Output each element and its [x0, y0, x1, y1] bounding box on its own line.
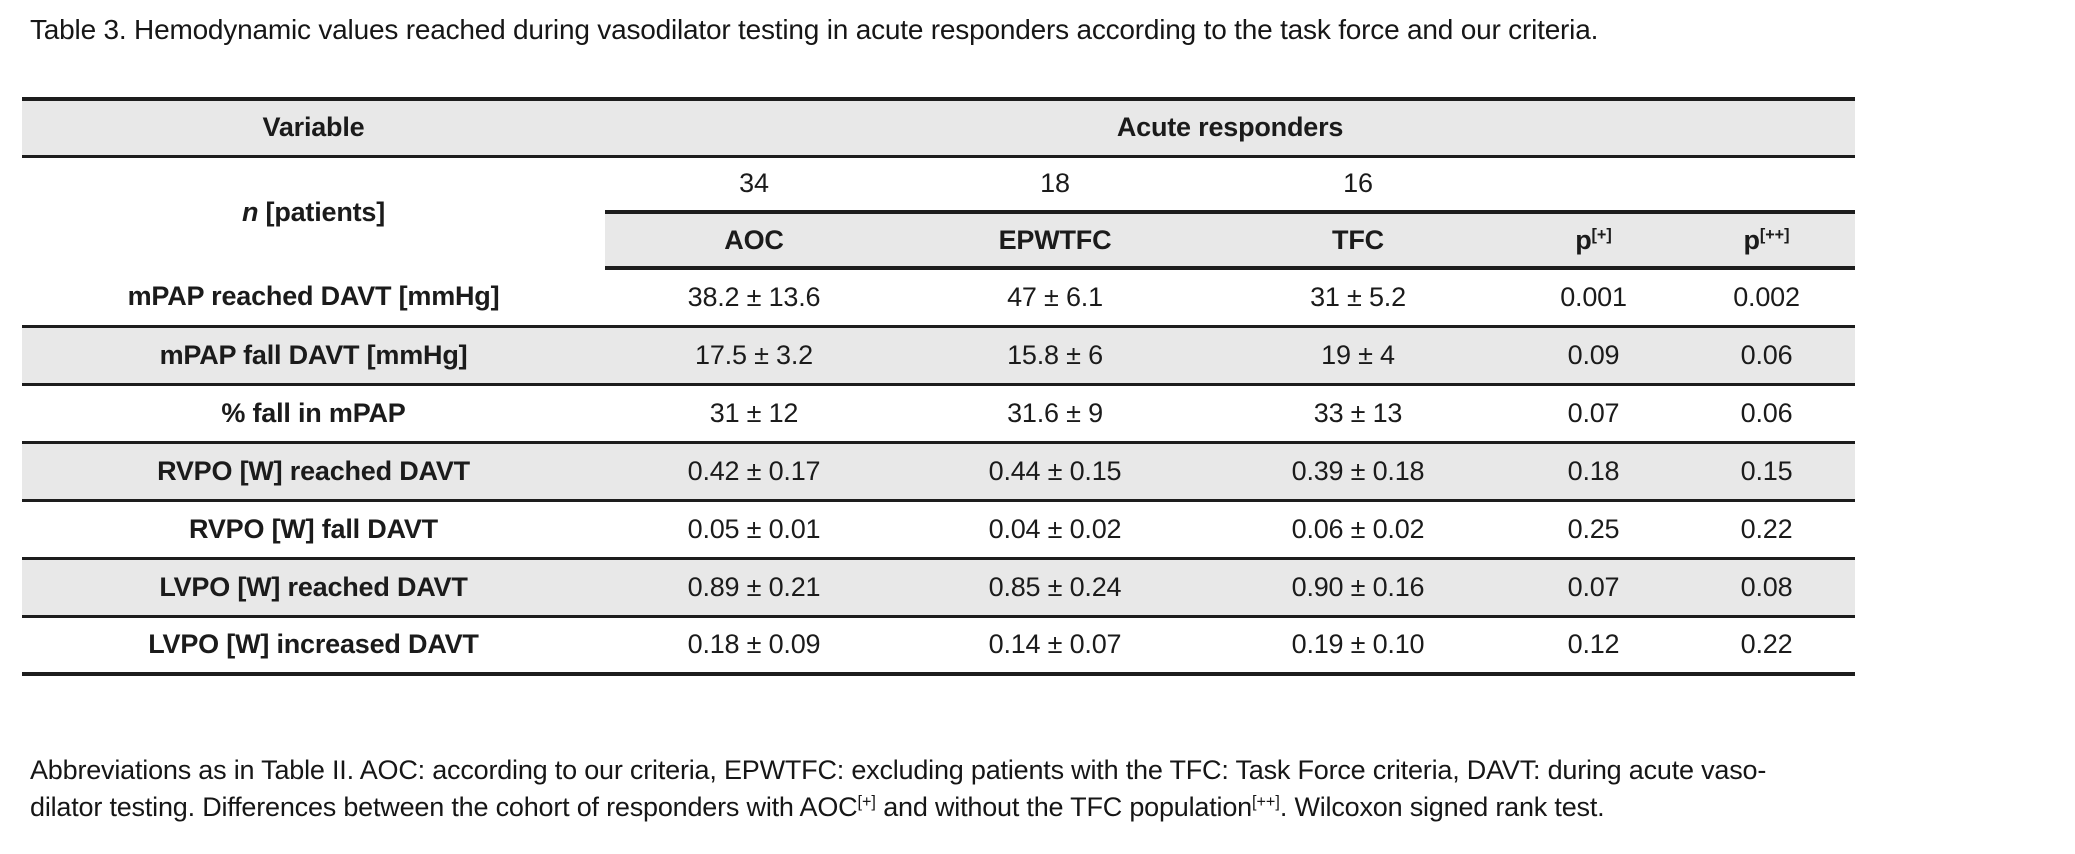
table-cell: 0.08 [1678, 558, 1856, 618]
footnote-text: . Wilcoxon signed rank test. [1279, 792, 1605, 822]
table-cell: 0.44 ± 0.15 [903, 442, 1207, 502]
footnote-line-2: dilator testing. Differences between the… [30, 789, 2050, 830]
table-row: mPAP fall DAVT [mmHg] 17.5 ± 3.2 15.8 ± … [22, 326, 1856, 386]
p1-superscript: [+] [1591, 225, 1612, 244]
table-cell: 0.18 [1509, 442, 1678, 502]
table-cell: 0.22 [1678, 616, 1856, 676]
header-row-columns: AOC EPWTFC TFC p[+] p[++] [22, 212, 1856, 270]
p2-superscript: [++] [1759, 225, 1790, 244]
col-header-epwtfc: EPWTFC [903, 212, 1207, 270]
table-cell: 0.06 [1678, 326, 1856, 386]
footnote-superscript-plusplus: [++] [1251, 793, 1280, 812]
col-header-p1: p[+] [1509, 212, 1678, 270]
variable-header-cell: Variable [22, 97, 605, 158]
col-header-tfc: TFC [1207, 212, 1509, 270]
table-row: mPAP reached DAVT [mmHg] 38.2 ± 13.6 47 … [22, 268, 1856, 328]
table-cell: 0.04 ± 0.02 [903, 500, 1207, 560]
table-cell: 0.06 [1678, 384, 1856, 444]
table-row: RVPO [W] reached DAVT 0.42 ± 0.17 0.44 ±… [22, 442, 1856, 502]
p2-base: p [1743, 224, 1761, 255]
count-aoc: 34 [605, 156, 903, 214]
table-cell: 0.22 [1678, 500, 1856, 560]
col-header-p2: p[++] [1678, 212, 1856, 270]
table-cell: 0.25 [1509, 500, 1678, 560]
table-cell: 0.15 [1678, 442, 1856, 502]
table-caption: Table 3. Hemodynamic values reached duri… [30, 14, 1599, 45]
table-cell: 0.90 ± 0.16 [1207, 558, 1509, 618]
table-cell: 0.12 [1509, 616, 1678, 676]
header-row-counts: n [patients] 34 18 16 [22, 156, 1856, 268]
table-cell: 0.14 ± 0.07 [903, 616, 1207, 676]
p1-base: p [1575, 224, 1592, 255]
n-italic: n [241, 197, 259, 228]
data-table: Variable Acute responders n [patients] 3… [22, 97, 1856, 676]
footnote-superscript-plus: [+] [857, 793, 876, 812]
row-label: LVPO [W] reached DAVT [22, 558, 605, 618]
table-cell: 31.6 ± 9 [903, 384, 1207, 444]
table-row: LVPO [W] increased DAVT 0.18 ± 0.09 0.14… [22, 616, 1856, 676]
table-cell: 38.2 ± 13.6 [605, 268, 903, 328]
table-cell: 0.18 ± 0.09 [605, 616, 903, 676]
count-p1-empty [1509, 156, 1678, 214]
count-p2-empty [1678, 156, 1856, 214]
table-row: RVPO [W] fall DAVT 0.05 ± 0.01 0.04 ± 0.… [22, 500, 1856, 560]
table-cell: 0.85 ± 0.24 [903, 558, 1207, 618]
count-epwtfc: 18 [903, 156, 1207, 214]
table-cell: 33 ± 13 [1207, 384, 1509, 444]
table-cell: 31 ± 12 [605, 384, 903, 444]
table-row: % fall in mPAP 31 ± 12 31.6 ± 9 33 ± 13 … [22, 384, 1856, 444]
table-cell: 0.89 ± 0.21 [605, 558, 903, 618]
n-rest: [patients] [258, 197, 386, 228]
row-label: mPAP reached DAVT [mmHg] [22, 268, 605, 328]
table-cell: 17.5 ± 3.2 [605, 326, 903, 386]
col-header-aoc: AOC [605, 212, 903, 270]
row-label: LVPO [W] increased DAVT [22, 616, 605, 676]
table-cell: 0.19 ± 0.10 [1207, 616, 1509, 676]
table-cell: 0.07 [1509, 384, 1678, 444]
footnote-line-1: Abbreviations as in Table II. AOC: accor… [30, 755, 1767, 785]
footnote-text: dilator testing. Differences between the… [30, 792, 858, 822]
n-patients-cell: n [patients] [22, 156, 605, 268]
table-cell: 0.001 [1509, 268, 1678, 328]
table-row: LVPO [W] reached DAVT 0.89 ± 0.21 0.85 ±… [22, 558, 1856, 618]
table-cell: 0.42 ± 0.17 [605, 442, 903, 502]
acute-responders-header-cell: Acute responders [605, 97, 1856, 158]
count-tfc: 16 [1207, 156, 1509, 214]
table-footnote: Abbreviations as in Table II. AOC: accor… [30, 752, 2050, 830]
table-cell: 47 ± 6.1 [903, 268, 1207, 328]
row-label: mPAP fall DAVT [mmHg] [22, 326, 605, 386]
row-label: % fall in mPAP [22, 384, 605, 444]
table-cell: 0.06 ± 0.02 [1207, 500, 1509, 560]
row-label: RVPO [W] reached DAVT [22, 442, 605, 502]
table-cell: 31 ± 5.2 [1207, 268, 1509, 328]
table-cell: 0.09 [1509, 326, 1678, 386]
header-row-groups: Variable Acute responders [22, 97, 1856, 158]
row-label: RVPO [W] fall DAVT [22, 500, 605, 560]
table-cell: 0.05 ± 0.01 [605, 500, 903, 560]
table-cell: 0.39 ± 0.18 [1207, 442, 1509, 502]
table-cell: 0.07 [1509, 558, 1678, 618]
table-cell: 0.002 [1678, 268, 1856, 328]
table-cell: 19 ± 4 [1207, 326, 1509, 386]
footnote-text: and without the TFC population [875, 792, 1252, 822]
table-cell: 15.8 ± 6 [903, 326, 1207, 386]
